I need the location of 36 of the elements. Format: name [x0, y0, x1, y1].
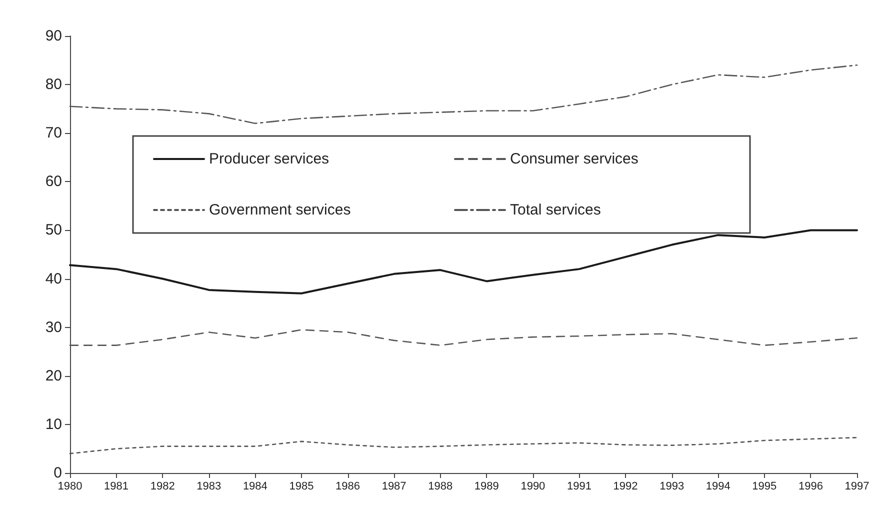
y-tick-label: 50 — [45, 222, 62, 239]
y-tick-label: 70 — [45, 124, 62, 142]
legend-label: Producer services — [209, 150, 330, 168]
y-tick-label: 40 — [45, 270, 62, 288]
x-tick-label: 1990 — [520, 480, 546, 492]
x-tick-label: 1989 — [474, 480, 499, 492]
legend-label: Consumer services — [510, 150, 638, 168]
x-tick-label: 1996 — [798, 480, 823, 492]
x-tick-label: 1983 — [196, 480, 222, 492]
line-series — [69, 64, 858, 124]
x-tick-label: 1985 — [289, 480, 314, 492]
y-tick-label: 60 — [45, 173, 62, 190]
x-tick-label: 1984 — [242, 480, 268, 492]
y-tick-label: 0 — [54, 464, 62, 482]
x-tick-label: 1992 — [613, 480, 638, 492]
x-tick-label: 1980 — [58, 480, 82, 492]
legend-label: Total services — [510, 202, 601, 218]
y-tick-label: 20 — [45, 367, 62, 384]
x-tick-label: 1995 — [752, 480, 777, 492]
x-tick-label: 1981 — [104, 480, 129, 492]
y-tick-label: 90 — [45, 28, 62, 44]
line-series — [69, 436, 858, 454]
x-tick-label: 1988 — [428, 480, 453, 492]
x-tick-label: 1986 — [336, 480, 360, 492]
x-tick-label: 1994 — [706, 480, 730, 492]
x-tick-label: 1982 — [150, 480, 175, 492]
legend-label: Government services — [209, 202, 351, 218]
y-tick-label: 30 — [45, 318, 62, 336]
y-tick-label: 10 — [45, 416, 62, 433]
x-tick-label: 1993 — [660, 480, 684, 492]
x-tick-label: 1997 — [844, 480, 870, 492]
line-series — [69, 329, 858, 346]
x-tick-label: 1991 — [566, 480, 592, 492]
line-series — [69, 229, 858, 294]
x-tick-label: 1987 — [382, 480, 406, 492]
y-tick-label: 80 — [45, 76, 62, 94]
